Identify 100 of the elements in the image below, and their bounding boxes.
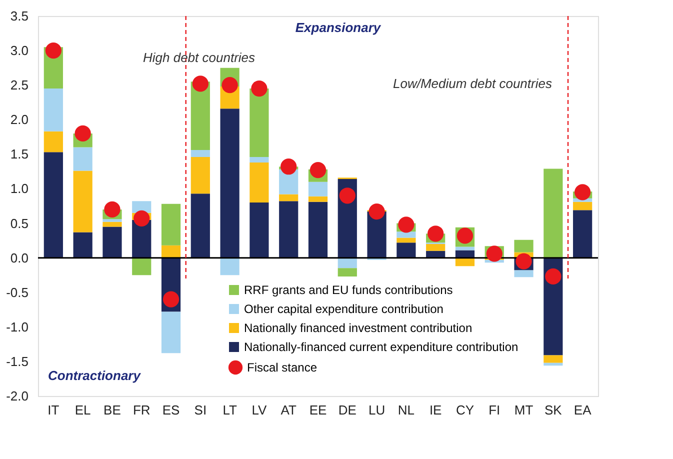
y-tick-label: 1.5 xyxy=(10,146,28,162)
y-tick-label: -1.5 xyxy=(6,354,28,369)
x-tick-label: BE xyxy=(104,402,122,418)
point xyxy=(398,216,414,233)
bar xyxy=(73,147,92,171)
x-tick-label: MT xyxy=(514,402,534,418)
y-tick-label: 3.5 xyxy=(10,8,28,24)
bar xyxy=(190,194,210,258)
point xyxy=(45,42,62,59)
x-tick-label: LU xyxy=(368,402,386,418)
annotation: Contractionary xyxy=(48,368,142,383)
point xyxy=(104,201,120,218)
bar xyxy=(132,201,152,213)
point xyxy=(280,158,297,175)
bar xyxy=(73,170,92,232)
bar xyxy=(396,232,416,238)
bar xyxy=(220,258,240,276)
bar xyxy=(161,245,181,258)
legend-label: Nationally-financed current expenditure contribution xyxy=(244,340,518,354)
x-tick-label: AT xyxy=(280,402,296,418)
legend-label: RRF grants and EU funds contributions xyxy=(244,283,453,297)
point xyxy=(192,76,208,92)
bar xyxy=(308,196,328,202)
bar xyxy=(514,270,534,278)
x-tick-label: LV xyxy=(252,402,268,418)
legend-label: Fiscal stance xyxy=(247,360,318,374)
bar xyxy=(338,268,357,276)
y-tick-label: 2.0 xyxy=(10,112,28,128)
bar xyxy=(250,162,269,203)
x-tick-label: EA xyxy=(574,402,592,418)
bar xyxy=(308,202,328,258)
point xyxy=(368,203,385,220)
point xyxy=(162,291,180,308)
bar xyxy=(73,232,92,258)
point xyxy=(545,268,562,285)
bar xyxy=(190,150,210,157)
bar xyxy=(544,168,563,258)
bar xyxy=(279,194,298,202)
bar xyxy=(279,201,298,258)
point xyxy=(574,184,591,200)
y-tick-label: 1.0 xyxy=(10,181,28,196)
point xyxy=(222,77,238,94)
legend-label: Nationally financed investment contribution xyxy=(244,321,472,335)
y-tick-label: 0.0 xyxy=(10,250,28,266)
x-tick-label: EE xyxy=(309,402,327,418)
bar xyxy=(426,244,446,251)
bar xyxy=(190,156,210,194)
bar xyxy=(250,88,269,157)
point xyxy=(134,210,150,226)
x-tick-label: FI xyxy=(488,402,500,418)
bar xyxy=(396,238,416,243)
bar xyxy=(132,258,152,276)
point xyxy=(74,125,91,142)
y-tick-label: -2.0 xyxy=(6,388,28,404)
point xyxy=(516,253,532,270)
x-tick-label: SK xyxy=(544,402,562,418)
annotation: Expansionary xyxy=(295,20,382,35)
bar xyxy=(44,88,63,132)
bar xyxy=(573,202,592,210)
y-tick-label: -1.0 xyxy=(6,319,28,334)
legend-label: Other capital expenditure contribution xyxy=(244,302,444,316)
bar xyxy=(514,240,534,252)
x-tick-label: NL xyxy=(398,402,414,418)
y-tick-label: -0.5 xyxy=(6,284,28,300)
y-tick-label: 0.5 xyxy=(10,216,28,231)
annotation: Low/Medium debt countries xyxy=(393,76,552,91)
bar xyxy=(338,258,357,268)
bar xyxy=(102,226,122,258)
x-tick-label: IE xyxy=(429,402,442,418)
bar xyxy=(250,156,269,162)
x-tick-label: CY xyxy=(456,402,474,418)
bar xyxy=(44,131,63,152)
x-tick-label: FR xyxy=(132,402,150,418)
bar xyxy=(396,242,416,258)
y-tick-label: 3.0 xyxy=(10,43,28,58)
x-tick-label: ES xyxy=(162,402,180,418)
bar xyxy=(573,210,592,258)
point xyxy=(251,80,268,97)
point xyxy=(428,226,444,242)
bar xyxy=(544,355,563,363)
x-tick-label: LT xyxy=(222,402,237,418)
point xyxy=(339,188,356,204)
x-tick-label: EL xyxy=(74,402,91,418)
y-tick-label: 2.5 xyxy=(10,78,28,93)
bar xyxy=(44,152,63,258)
bar xyxy=(102,222,122,227)
point xyxy=(486,246,502,262)
bar xyxy=(220,108,240,258)
x-tick-label: SI xyxy=(194,402,207,418)
bar xyxy=(455,258,475,266)
x-tick-label: IT xyxy=(48,402,60,418)
bar xyxy=(161,204,181,246)
bar xyxy=(544,362,563,366)
bar xyxy=(250,202,269,258)
x-tick-label: DE xyxy=(338,402,357,418)
bar xyxy=(102,219,122,222)
annotation: High debt countries xyxy=(143,50,256,65)
bar xyxy=(161,312,181,354)
bar xyxy=(308,182,328,196)
point xyxy=(310,162,326,178)
